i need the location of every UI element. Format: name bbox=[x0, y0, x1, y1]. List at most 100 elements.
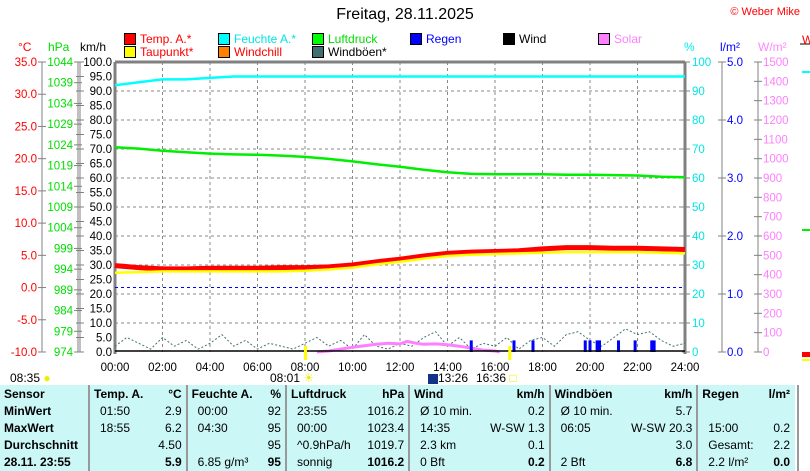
daylight-marker bbox=[508, 346, 512, 360]
cell-info: 2 Bft bbox=[560, 455, 586, 470]
stats-table: Sensor Temp. A. °C Feuchte A.% Luftdruck h… bbox=[0, 385, 795, 471]
row-label: MaxWert bbox=[0, 419, 90, 437]
col-title: Temp. A. bbox=[94, 386, 144, 401]
legend-swatch bbox=[124, 33, 136, 45]
speed-axis-tick-label: 80.0 bbox=[90, 115, 112, 127]
temp-axis-tick-label: 20.0 bbox=[15, 154, 37, 166]
cell-info: 2.2 l/m² bbox=[708, 455, 749, 470]
speed-axis-tick-label: 90.0 bbox=[90, 86, 112, 98]
speed-axis-tick-label: 40.0 bbox=[90, 231, 112, 243]
cell-info: 18:55 bbox=[100, 420, 131, 435]
col-title: Windböen bbox=[554, 386, 613, 401]
pressure-axis-tick-label: 1019 bbox=[47, 161, 73, 173]
pressure-unit: hPa bbox=[48, 40, 70, 54]
cell-value: W-SW 1.3 bbox=[481, 419, 551, 437]
pressure-axis-tick-label: 994 bbox=[54, 264, 74, 276]
col-unit: km/h bbox=[481, 385, 551, 403]
rain-bar bbox=[469, 340, 473, 352]
humidity-axis-tick-label: 20 bbox=[692, 289, 705, 301]
cell-value: 1023.4 bbox=[359, 419, 411, 437]
rain-axis-tick-label: 2.0 bbox=[727, 231, 743, 243]
temp-axis-tick-label: 5.0 bbox=[21, 250, 37, 262]
legend-label: Windböen* bbox=[328, 45, 387, 59]
pressure-axis-tick-label: 1024 bbox=[47, 140, 73, 152]
cell-info: 15:00 bbox=[708, 420, 739, 435]
rain-axis-tick-label: 3.0 bbox=[727, 173, 743, 185]
legend-label: Wind bbox=[519, 32, 547, 46]
row-label: Durchschnitt bbox=[0, 436, 90, 454]
table-row: MinWert 01:50 2.9 00:00 92 23:55 1016.2 Ø 10 mi… bbox=[0, 402, 794, 420]
cell-value: 0.2 bbox=[773, 420, 790, 435]
x-tick-label: 02:00 bbox=[148, 362, 177, 374]
legend-label: Regen bbox=[426, 32, 462, 46]
cell-value: 0.2 bbox=[481, 453, 551, 471]
table-row: MaxWert 18:55 6.2 04:30 95 00:00 1023.4 14:35 W-… bbox=[0, 419, 794, 437]
copyright: © Weber Mike bbox=[730, 6, 800, 18]
speed-axis-tick-label: 55.0 bbox=[90, 188, 112, 200]
row-label: MinWert bbox=[0, 402, 90, 420]
temp-unit: °C bbox=[18, 40, 32, 54]
moon-icon bbox=[428, 373, 438, 384]
sunrise-time: 08:35 ● bbox=[10, 371, 51, 385]
rain-bar bbox=[598, 340, 601, 352]
cell-value: 1019.7 bbox=[359, 436, 411, 454]
pressure-axis-tick-label: 1029 bbox=[47, 119, 73, 131]
solar-axis-tick-label: 1500 bbox=[763, 57, 789, 69]
solar-axis-tick-label: 300 bbox=[763, 289, 782, 301]
speed-axis-tick-label: 100.0 bbox=[83, 57, 112, 69]
solar-axis-tick-label: 500 bbox=[763, 250, 782, 262]
daylight-end-label: 16:36 bbox=[476, 371, 507, 385]
cell-value: 0.0 bbox=[773, 455, 790, 470]
speed-axis-tick-label: 15.0 bbox=[90, 304, 112, 316]
temp-axis-tick-label: 0.0 bbox=[21, 283, 37, 295]
cell-value: 95 bbox=[261, 436, 287, 454]
x-tick-label: 14:00 bbox=[433, 362, 462, 374]
series-solar bbox=[316, 339, 501, 354]
cell-info: Ø 10 min. bbox=[420, 403, 473, 418]
cell-info: 04:30 bbox=[197, 420, 228, 435]
col-title: Luftdruck bbox=[290, 386, 347, 401]
series-temp-a bbox=[114, 245, 686, 272]
cell-info: 0 Bft bbox=[420, 455, 445, 470]
table-row: 28.11. 23:55 5.9 6.85 g/m³ 95 sonnig 1016.2 0 … bbox=[0, 453, 794, 471]
col-unit: l/m² bbox=[768, 386, 790, 401]
row-label: 28.11. 23:55 bbox=[0, 453, 90, 471]
cell-value: 6.2 bbox=[151, 419, 188, 437]
solar-axis-tick-label: 100 bbox=[763, 328, 782, 340]
temp-axis-tick-label: 25.0 bbox=[15, 121, 37, 133]
humidity-axis-tick-label: 50 bbox=[692, 202, 705, 214]
daylight-start: 08:01 ☀ bbox=[270, 371, 314, 385]
table-header-row: Sensor Temp. A. °C Feuchte A.% Luftdruck h… bbox=[0, 385, 794, 403]
cell-info: 01:50 bbox=[100, 403, 131, 418]
speed-axis-tick-label: 85.0 bbox=[90, 101, 112, 113]
pressure-axis-tick-label: 1004 bbox=[47, 223, 73, 235]
cell-value: 4.50 bbox=[151, 436, 188, 454]
humidity-axis-tick-label: 60 bbox=[692, 173, 705, 185]
speed-axis-tick-label: 0.0 bbox=[96, 347, 112, 359]
cell-value: 0.2 bbox=[481, 402, 551, 420]
speed-axis-tick-label: 35.0 bbox=[90, 246, 112, 258]
x-tick-label: 18:00 bbox=[528, 362, 557, 374]
cell-info bbox=[697, 402, 762, 419]
cell-value: W-SW 20.3 bbox=[621, 419, 699, 437]
legend-swatch bbox=[410, 33, 422, 45]
legend-item: Regen bbox=[410, 32, 461, 46]
rain-bar bbox=[617, 340, 620, 352]
cell-info: Gesamt: bbox=[708, 438, 754, 453]
rain-bar bbox=[652, 340, 656, 352]
legend-item: Wind bbox=[503, 32, 546, 46]
legend-swatch bbox=[312, 33, 324, 45]
cell-value: 5.9 bbox=[151, 453, 188, 471]
col-unit: °C bbox=[151, 385, 188, 403]
legend-item: Windchill bbox=[218, 45, 282, 59]
legend-item: Feuchte A.* bbox=[218, 32, 296, 46]
cell-info: 14:35 bbox=[420, 420, 451, 435]
legend-label: Feuchte A.* bbox=[234, 32, 297, 46]
cell-info: 00:00 bbox=[197, 403, 228, 418]
series-luftdruck bbox=[114, 146, 686, 179]
cell-value: 5.7 bbox=[621, 402, 699, 420]
legend-item: Windböen* bbox=[312, 45, 387, 59]
x-tick-label: 22:00 bbox=[623, 362, 652, 374]
speed-axis-tick-label: 70.0 bbox=[90, 144, 112, 156]
speed-axis-tick-label: 45.0 bbox=[90, 217, 112, 229]
